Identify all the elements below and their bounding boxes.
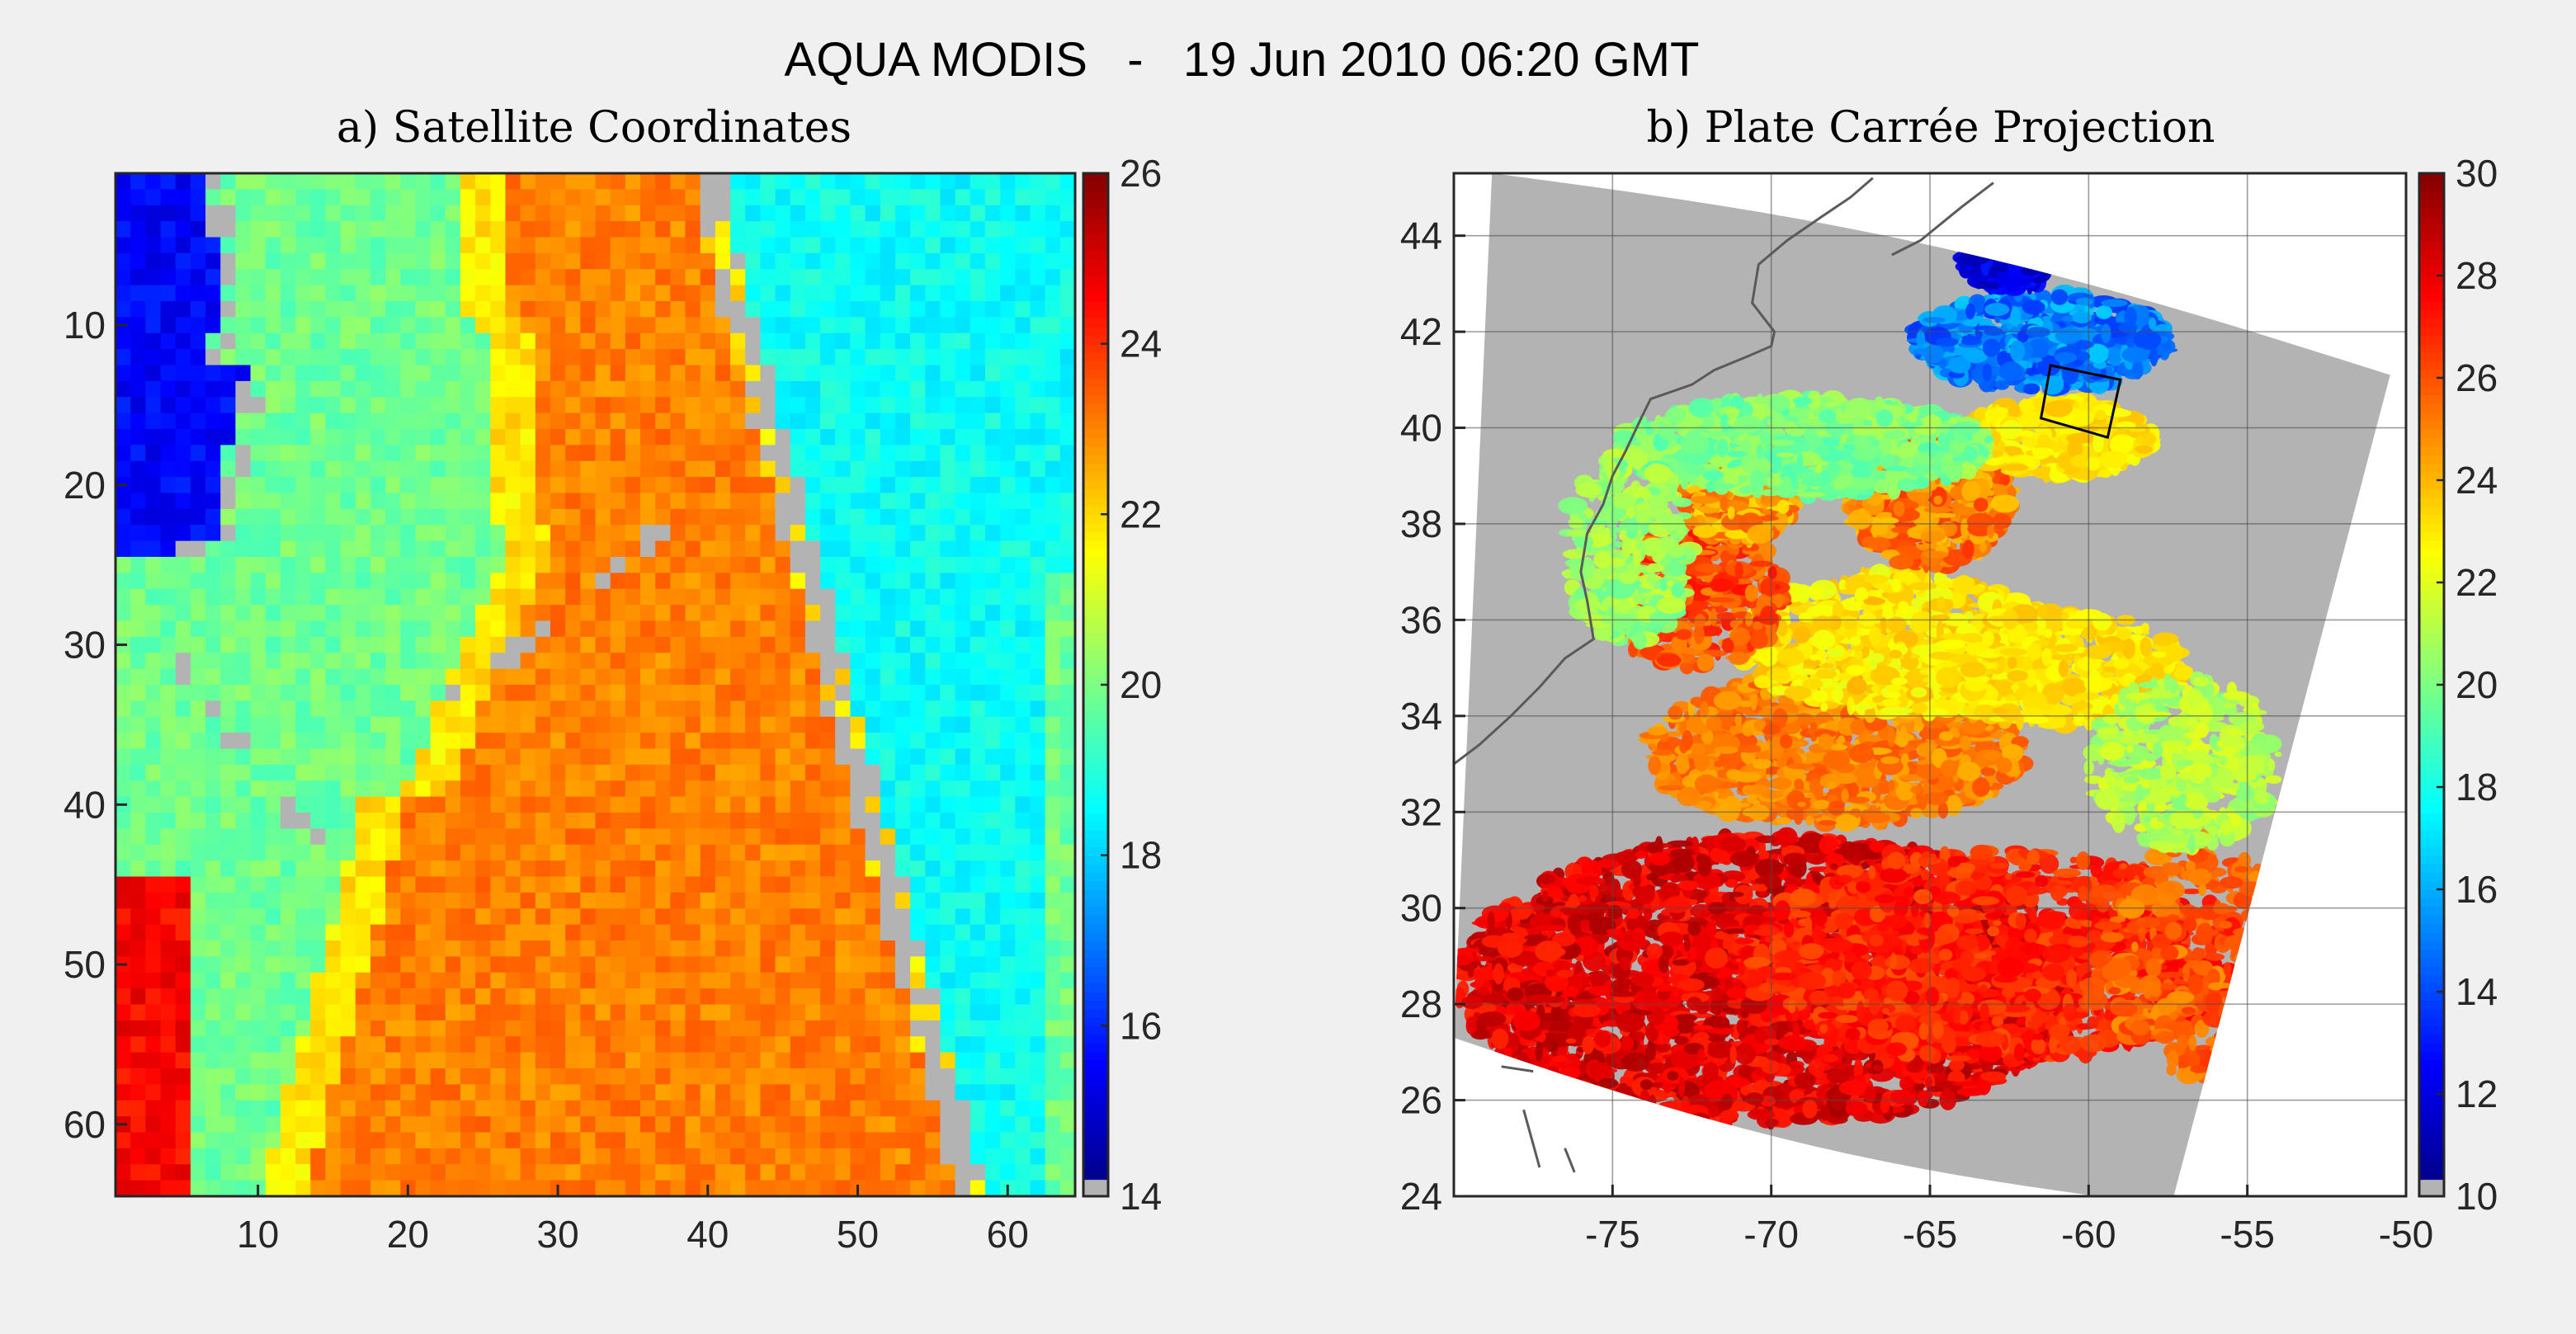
panel-b-ytick-label: 28 <box>1400 983 1442 1025</box>
panel-a-colorbar-tick-label: 14 <box>1120 1175 1162 1218</box>
panel-a-xtick-label: 30 <box>536 1213 578 1256</box>
panel-b-colorbar-tick-label: 22 <box>2456 561 2498 604</box>
panel-a-xtick-label: 60 <box>987 1213 1029 1256</box>
panel-b-xtick-label: -65 <box>1903 1213 1957 1256</box>
panel-a-ticks: 10 20 30 40 50 60 10 20 30 40 50 60 <box>64 304 1029 1256</box>
panel-b-colorbar-tick-label: 12 <box>2456 1072 2498 1115</box>
panel-b: b) Plate Carrée Projection -75 -70 -65 -60-… <box>1400 103 2498 1256</box>
panel-a-xtick-label: 10 <box>237 1213 279 1256</box>
panel-a-title: a) Satellite Coordinates <box>337 103 852 153</box>
panel-b-xtick-label: -50 <box>2379 1213 2433 1256</box>
panel-b-ytick-label: 26 <box>1400 1079 1442 1122</box>
panel-a-colorbar-tick-label: 22 <box>1120 493 1162 535</box>
panel-a-colorbar-tick-label: 24 <box>1120 323 1162 365</box>
panel-b-gridlines <box>1454 173 2406 1196</box>
panel-b-colorbar-tick-label: 18 <box>2456 766 2498 808</box>
panel-b-ytick-label: 40 <box>1400 407 1442 450</box>
panel-a-xtick-label: 20 <box>387 1213 429 1256</box>
panel-b-colorbar-tick-label: 26 <box>2456 356 2498 399</box>
panel-a-ytick-label: 10 <box>64 304 106 346</box>
panel-a-xtick-label: 40 <box>686 1213 729 1256</box>
subset-box <box>2039 364 2122 440</box>
panel-b-colorbar-tick-label: 28 <box>2456 254 2498 297</box>
panel-b-xtick-label: -55 <box>2220 1213 2274 1256</box>
panel-b-ytick-label: 32 <box>1400 790 1442 833</box>
panel-a-colorbar-tick-label: 26 <box>1120 152 1162 195</box>
panel-a-heatmap <box>116 173 1076 1197</box>
panel-b-colorbar-tick-label: 16 <box>2456 868 2498 911</box>
panel-b-title: b) Plate Carrée Projection <box>1647 103 2215 153</box>
panel-a-colorbar-tick-label: 18 <box>1120 834 1162 877</box>
panel-a-ytick-label: 30 <box>64 624 106 667</box>
panel-b-ytick-label: 34 <box>1400 695 1442 738</box>
panel-b-colorbar: 10 12 14 16 18 20 22 24 26 28 30 <box>2418 152 2498 1218</box>
panel-a-colorbar-tick-label: 16 <box>1120 1004 1162 1047</box>
panel-b-ytick-label: 44 <box>1400 214 1442 257</box>
panel-a-ytick-label: 50 <box>64 943 106 986</box>
panel-b-ytick-label: 30 <box>1400 887 1442 930</box>
panel-b-colorbar-tick-label: 14 <box>2456 970 2498 1013</box>
panel-a-ytick-label: 40 <box>64 783 106 826</box>
panel-b-colorbar-tick-label: 24 <box>2456 459 2498 502</box>
panel-b-ytick-label: 36 <box>1400 598 1442 641</box>
panel-b-colorbar-tick-label: 10 <box>2456 1175 2498 1218</box>
panel-b-xtick-label: -70 <box>1743 1213 1798 1256</box>
panel-b-ytick-label: 42 <box>1400 310 1442 353</box>
panel-a-ytick-label: 60 <box>64 1103 106 1146</box>
panel-b-ytick-label: 24 <box>1400 1175 1442 1218</box>
panel-a: a) Satellite Coordinates 10 20 30 40 50 60 10 2… <box>64 103 1162 1256</box>
panel-b-ytick-label: 38 <box>1400 502 1442 545</box>
panel-a-xtick-label: 50 <box>837 1213 879 1256</box>
figure-title: AQUA MODIS - 19 Jun 2010 06:20 GMT <box>785 33 1700 87</box>
coastline-path <box>1454 177 1874 766</box>
panel-b-ticks: -75 -70 -65 -60 -55 -50 24 26 28 30 32 34 36 38 40 42 44 <box>1400 214 2433 1256</box>
panel-b-xtick-label: -75 <box>1585 1213 1639 1256</box>
panel-a-colorbar: 14 16 18 20 22 24 26 <box>1082 152 1162 1218</box>
panel-a-colorbar-tick-label: 20 <box>1120 663 1162 706</box>
panel-a-ytick-label: 20 <box>64 464 106 507</box>
panel-b-colorbar-tick-label: 30 <box>2456 152 2498 195</box>
panel-a-axes-frame <box>114 172 1077 1198</box>
panel-b-xtick-label: -60 <box>2061 1213 2116 1256</box>
coastline <box>1454 177 1994 1173</box>
panel-b-colorbar-tick-label: 20 <box>2456 663 2498 706</box>
